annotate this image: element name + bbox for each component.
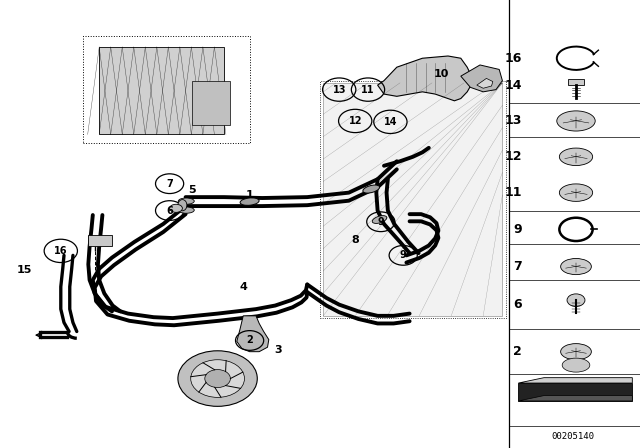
- Ellipse shape: [178, 198, 195, 204]
- Polygon shape: [378, 56, 474, 101]
- Text: 1: 1: [246, 190, 253, 200]
- Polygon shape: [237, 316, 269, 352]
- Text: 12: 12: [504, 150, 522, 164]
- Ellipse shape: [240, 198, 259, 205]
- Polygon shape: [518, 378, 632, 383]
- Text: 3: 3: [275, 345, 282, 355]
- Text: 9: 9: [378, 217, 384, 227]
- Circle shape: [178, 351, 257, 406]
- Text: 2: 2: [513, 345, 522, 358]
- Bar: [88, 235, 112, 246]
- Polygon shape: [518, 383, 632, 401]
- Text: 14: 14: [504, 78, 522, 92]
- Circle shape: [567, 294, 585, 306]
- Polygon shape: [477, 78, 493, 88]
- Circle shape: [191, 360, 244, 397]
- Text: 7: 7: [166, 179, 173, 189]
- Text: 4: 4: [239, 282, 247, 292]
- Ellipse shape: [561, 344, 591, 360]
- Ellipse shape: [178, 207, 195, 213]
- Bar: [568, 79, 584, 85]
- Ellipse shape: [178, 199, 187, 211]
- Text: 15: 15: [17, 265, 32, 275]
- Circle shape: [205, 370, 230, 388]
- Ellipse shape: [170, 204, 182, 212]
- Text: 16: 16: [54, 246, 68, 256]
- Text: 11: 11: [504, 186, 522, 199]
- Ellipse shape: [559, 148, 593, 166]
- Text: 6: 6: [166, 206, 173, 215]
- Text: 8: 8: [351, 235, 359, 245]
- Text: 00205140: 00205140: [551, 432, 595, 441]
- Ellipse shape: [559, 184, 593, 202]
- Text: 11: 11: [361, 85, 375, 95]
- Ellipse shape: [557, 111, 595, 131]
- Text: 13: 13: [332, 85, 346, 95]
- Polygon shape: [461, 65, 502, 92]
- Text: 16: 16: [504, 52, 522, 65]
- Text: 9: 9: [513, 223, 522, 236]
- Text: 2: 2: [246, 336, 253, 345]
- Ellipse shape: [372, 215, 387, 224]
- Bar: [323, 83, 502, 316]
- Bar: [99, 47, 224, 134]
- Ellipse shape: [363, 185, 380, 193]
- Text: 9: 9: [400, 250, 406, 260]
- Polygon shape: [518, 396, 632, 401]
- Text: 14: 14: [383, 117, 397, 127]
- Text: 12: 12: [348, 116, 362, 126]
- Text: 6: 6: [513, 298, 522, 311]
- Text: 10: 10: [434, 69, 449, 79]
- Ellipse shape: [562, 358, 590, 372]
- Ellipse shape: [561, 258, 591, 275]
- Text: 7: 7: [513, 260, 522, 273]
- Text: 13: 13: [504, 114, 522, 128]
- Bar: [192, 81, 230, 125]
- Text: 5: 5: [188, 185, 196, 195]
